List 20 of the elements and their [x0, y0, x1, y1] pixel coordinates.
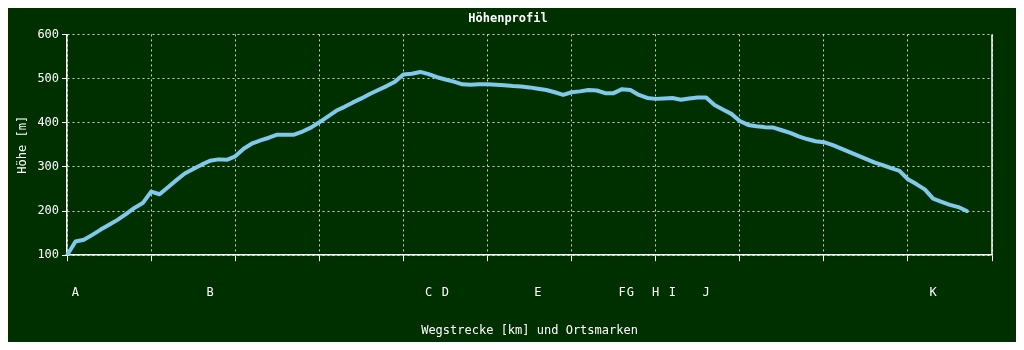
y-axis-title: Höhe [m]	[15, 115, 30, 174]
x-tick-label: J	[702, 284, 710, 299]
x-tick-label: K	[929, 284, 938, 299]
chart-title: Höhenprofil	[468, 11, 548, 26]
y-tick-label: 200	[37, 203, 60, 218]
x-tick-label: A	[71, 284, 80, 299]
x-tick-label: E	[534, 284, 542, 299]
x-tick-label: C	[425, 284, 433, 299]
x-tick-label: B	[206, 284, 214, 299]
x-tick-label: F	[618, 284, 626, 299]
y-tick-label: 500	[37, 70, 60, 85]
y-tick-label: 100	[37, 247, 60, 262]
x-tick-label: H	[652, 284, 660, 299]
x-tick-label: D	[441, 284, 450, 299]
y-tick-label: 300	[37, 159, 60, 174]
y-tick-label: 600	[37, 26, 60, 41]
x-tick-label: G	[626, 284, 635, 299]
x-axis-title: Wegstrecke [km] und Ortsmarken	[421, 322, 638, 337]
x-tick-label: I	[668, 284, 677, 299]
y-tick-label: 400	[37, 114, 60, 129]
